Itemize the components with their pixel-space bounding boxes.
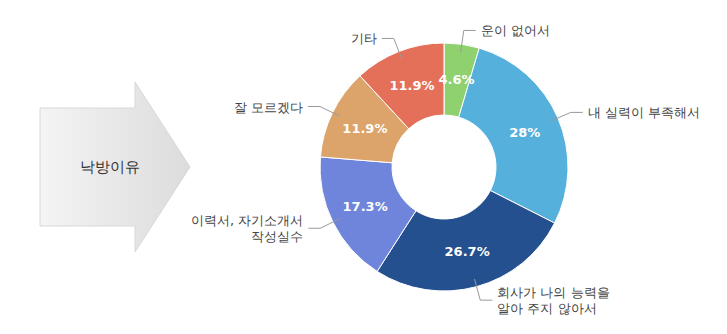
svg-text:11.9%: 11.9%: [342, 121, 387, 136]
svg-text:17.3%: 17.3%: [343, 199, 388, 214]
svg-text:28%: 28%: [509, 125, 540, 140]
svg-text:기타: 기타: [351, 31, 377, 46]
svg-text:내 실력이 부족해서: 내 실력이 부족해서: [588, 105, 700, 120]
svg-text:잘 모르겠다: 잘 모르겠다: [234, 99, 303, 114]
svg-text:낙방이유: 낙방이유: [80, 158, 140, 176]
svg-text:회사가 나의 능력을알아 주지 않아서: 회사가 나의 능력을알아 주지 않아서: [497, 285, 609, 316]
svg-text:11.9%: 11.9%: [389, 78, 434, 93]
svg-text:4.6%: 4.6%: [439, 72, 475, 87]
svg-text:이력서, 자기소개서작성실수: 이력서, 자기소개서작성실수: [191, 213, 303, 244]
svg-text:26.7%: 26.7%: [445, 244, 490, 259]
svg-text:운이 없어서: 운이 없어서: [481, 23, 550, 38]
